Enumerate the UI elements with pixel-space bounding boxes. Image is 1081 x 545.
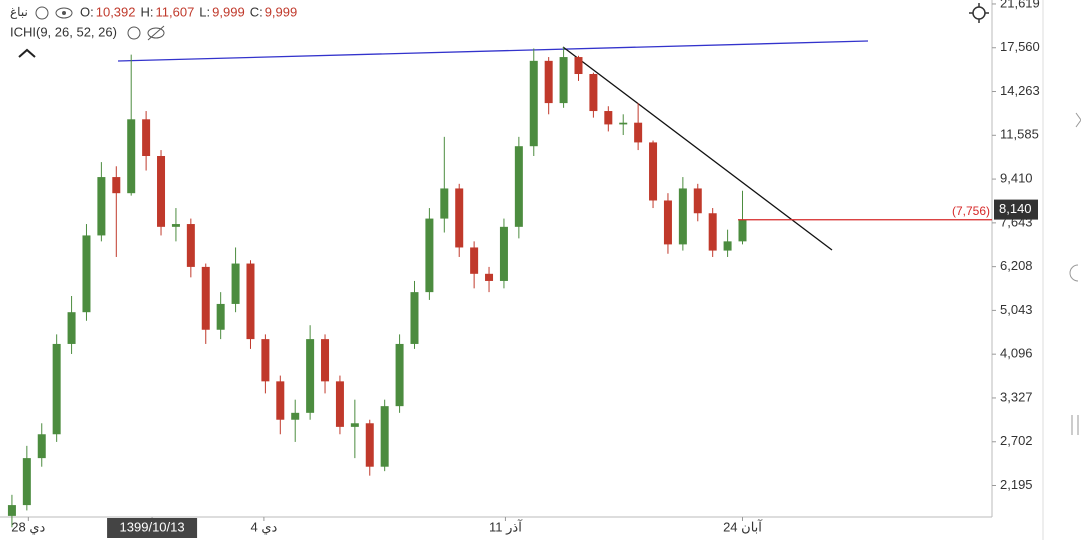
y-tick-label: 4,096 [1000, 346, 1033, 361]
y-tick-label: 9,410 [1000, 171, 1033, 186]
candle-body [544, 60, 553, 104]
ohlc-header: O: 10,392 H: 11,607 L: 9,999 C: 9,999 [80, 4, 297, 19]
candle-body [604, 111, 613, 125]
candle-body [485, 273, 494, 281]
candle-body [559, 57, 568, 104]
y-tick-label: 2,195 [1000, 477, 1033, 492]
collapse-icon[interactable] [18, 48, 36, 58]
candle-body [410, 292, 419, 344]
x-label-highlight [107, 518, 198, 538]
candle-body [634, 122, 643, 143]
ohlc-value: 9,999 [212, 4, 245, 19]
ohlc-label: L: [199, 4, 210, 19]
candle-body [321, 339, 330, 382]
candle-body [52, 343, 61, 435]
candle-body [82, 235, 91, 313]
candle-body [306, 339, 315, 413]
ohlc-label: O: [80, 4, 94, 19]
candle-body [723, 241, 732, 251]
candle-body [574, 57, 583, 75]
candle-body [231, 263, 240, 304]
y-tick-label: 17,560 [1000, 39, 1040, 54]
hide-icon-slash [147, 25, 165, 41]
x-tick-label: 24 آبان [723, 518, 763, 534]
candle-body [22, 458, 31, 506]
ohlc-label: H: [141, 4, 154, 19]
candle-body [291, 412, 300, 420]
y-tick-label: 2,702 [1000, 433, 1033, 448]
candle-body [708, 213, 717, 251]
eye-pupil [62, 11, 66, 15]
candle-body [142, 119, 151, 157]
y-tick-label: 21,619 [1000, 0, 1040, 10]
candle-body [350, 423, 359, 427]
side-arrow [1075, 112, 1081, 128]
candle-body [649, 142, 658, 201]
y-tick-label: 5,043 [1000, 302, 1033, 317]
y-tick-label: 14,263 [1000, 83, 1040, 98]
candle-body [470, 247, 479, 274]
candle-body [276, 381, 285, 420]
candle-body [365, 423, 374, 467]
candle-body [7, 505, 16, 516]
candle-body [246, 263, 255, 340]
trend-line[interactable] [562, 46, 833, 251]
candle-body [663, 200, 672, 245]
side-icon [1069, 264, 1079, 282]
ohlc-value: 10,392 [96, 4, 136, 19]
candle-body [157, 156, 166, 227]
candle-body [380, 406, 389, 467]
settings-icon[interactable] [35, 6, 49, 20]
y-tick-label: 11,585 [1000, 127, 1039, 142]
candle-body [738, 219, 747, 242]
candle-body [97, 177, 106, 236]
x-tick-label: 11 آذر [489, 518, 523, 535]
candle-body [514, 146, 523, 227]
indicator: ICHI(9, 26, 52, 26) [10, 24, 117, 39]
ohlc-value: 11,607 [156, 4, 195, 19]
eye-icon[interactable] [55, 7, 73, 19]
candle-body [529, 60, 538, 147]
candle-body [112, 177, 121, 194]
candle-body [186, 224, 195, 267]
x-tick-label: 4 دي [250, 519, 277, 534]
candle-body [127, 119, 136, 194]
ohlc-value: 9,999 [265, 4, 298, 19]
trend-line[interactable] [117, 40, 869, 62]
candle-body [201, 266, 210, 330]
ohlc-label: C: [250, 4, 263, 19]
candle-body [589, 74, 598, 112]
symbol: نباغ [10, 5, 28, 19]
candle-body [693, 188, 702, 214]
candle-body [395, 343, 404, 407]
candle-body [499, 226, 508, 281]
candle-body [425, 218, 434, 293]
x-tick-label: 1399/10/13 [120, 519, 185, 534]
settings-icon[interactable] [127, 26, 141, 40]
candle-body [335, 381, 344, 427]
last-price-label: (7,756) [952, 204, 990, 218]
candle-body [440, 188, 449, 219]
x-tick-label: 28 دي [11, 519, 45, 534]
price-tag [994, 199, 1038, 220]
crosshair-icon [969, 3, 989, 23]
candle-body [619, 122, 628, 125]
candle-body [171, 224, 180, 227]
candle-body [678, 188, 687, 245]
candle-body [455, 188, 464, 248]
candle-body [67, 312, 76, 344]
y-tick-label: 3,327 [1000, 389, 1033, 404]
candle-body [261, 339, 270, 382]
price-tag-label: 8,140 [999, 201, 1032, 216]
hide-icon[interactable] [147, 27, 165, 39]
side-icon [1071, 415, 1079, 435]
y-tick-label: 6,208 [1000, 258, 1033, 273]
candle-body [37, 434, 46, 459]
candle-body [216, 303, 225, 330]
